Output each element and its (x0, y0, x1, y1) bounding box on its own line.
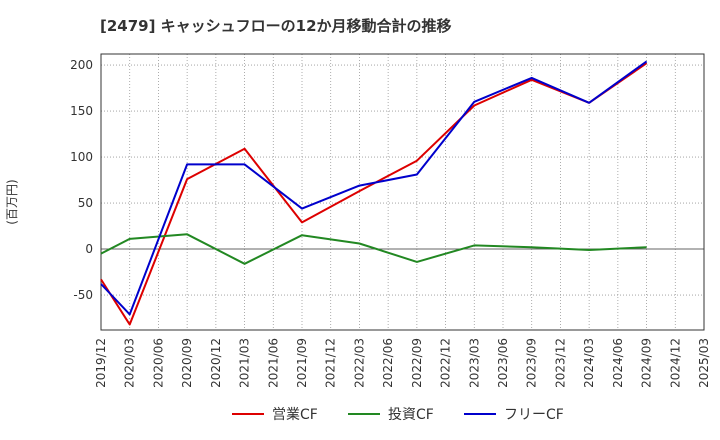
series-line-1 (100, 233, 647, 265)
x-tick-label: 2024/03 (582, 338, 596, 388)
series-lines (100, 60, 648, 326)
x-tick-label: 2021/09 (295, 338, 309, 388)
y-axis-label: (百万円) (5, 179, 19, 224)
series-line-2 (100, 60, 648, 316)
x-tick-label: 2024/12 (668, 338, 682, 388)
x-tick-label: 2022/09 (410, 338, 424, 388)
x-tick-label: 2020/09 (180, 338, 194, 388)
x-tick-label: 2021/03 (238, 338, 252, 388)
y-tick-label: -50 (73, 288, 93, 302)
x-tick-label: 2023/06 (496, 338, 510, 388)
plot-frame (100, 53, 705, 331)
legend-label-investing: 投資CF (388, 407, 434, 423)
series-line-0 (100, 62, 648, 326)
x-tick-label: 2020/12 (209, 338, 223, 388)
x-tick-label: 2020/06 (151, 338, 165, 388)
y-tick-label: 100 (70, 150, 93, 164)
x-tick-label: 2023/03 (467, 338, 481, 388)
legend-label-operating: 営業CF (272, 407, 318, 423)
y-tick-label: 0 (85, 242, 93, 256)
x-tick-label: 2022/12 (439, 338, 453, 388)
x-tick-label: 2022/06 (381, 338, 395, 388)
x-tick-label: 2025/03 (697, 338, 711, 388)
y-tick-label: 150 (70, 104, 93, 118)
legend-label-free: フリーCF (504, 407, 564, 423)
x-tick-label: 2020/03 (123, 338, 137, 388)
x-tick-label: 2023/09 (525, 338, 539, 388)
y-tick-label: 200 (70, 58, 93, 72)
grid (101, 54, 704, 330)
x-tick-label: 2023/12 (553, 338, 567, 388)
x-tick-label: 2019/12 (94, 338, 108, 388)
x-tick-label: 2021/12 (324, 338, 338, 388)
chart-title: [2479] キャッシュフローの12か月移動合計の推移 (100, 17, 452, 35)
y-tick-label: 50 (78, 196, 93, 210)
x-tick-label: 2024/09 (640, 338, 654, 388)
legend: 営業CF 投資CF フリーCF (232, 407, 564, 423)
x-tick-label: 2022/03 (352, 338, 366, 388)
x-tick-label: 2021/06 (266, 338, 280, 388)
y-tick-labels: 200 150 100 50 0 -50 (70, 58, 93, 302)
x-tick-label: 2024/06 (611, 338, 625, 388)
x-tick-labels: 2019/12 2020/03 2020/06 2020/09 2020/12 2021/… (94, 338, 711, 388)
